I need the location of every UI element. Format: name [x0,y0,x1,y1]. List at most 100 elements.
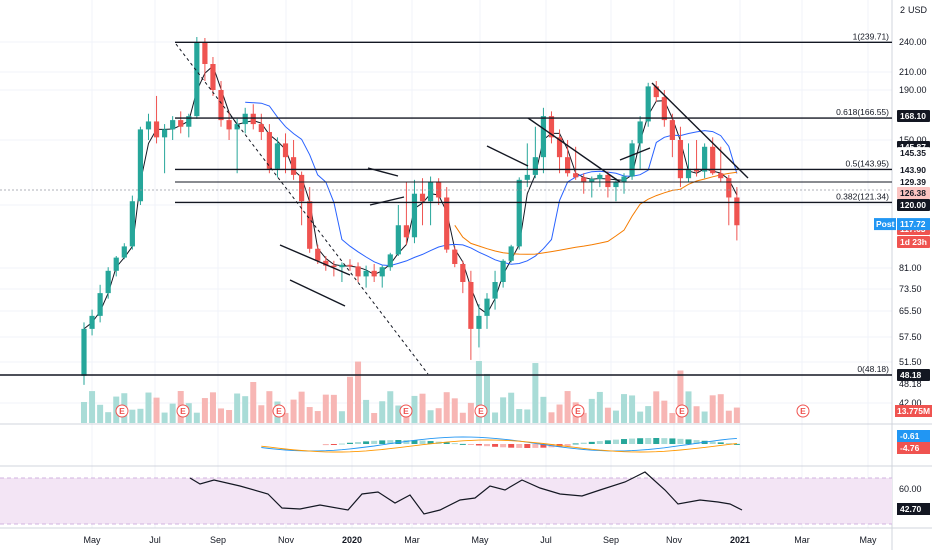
price-label-text: 145.87 [900,142,926,152]
volume-label-text: 13.775M [897,406,930,416]
volume-bar [89,391,96,423]
candle [162,129,168,138]
volume-bar [532,363,539,423]
candle [242,113,248,125]
macd-histogram-bar [709,441,716,444]
macd-histogram-bar [717,442,724,444]
time-tick: Jul [149,535,161,545]
trendline-7 [619,147,651,161]
price-label-box [897,110,930,122]
volume-bar [733,407,740,423]
earnings-marker[interactable]: E [675,404,689,418]
volume-bar [387,391,394,423]
candle [355,266,361,277]
earnings-label: E [403,406,409,416]
ma-fast-line [83,65,738,330]
macd-histogram-bar [330,444,337,445]
volume-bar [322,394,329,423]
volume-bar [725,410,732,423]
candle [411,193,418,238]
earnings-circle [571,404,585,418]
macd-histogram-bar [467,444,474,445]
volume-bar [427,410,434,423]
price-label-box [897,199,930,211]
candle [613,181,619,188]
time-tick: Nov [278,535,295,545]
earnings-marker[interactable]: E [272,404,286,418]
rsi-label-text: 42.70 [900,504,922,514]
earnings-marker[interactable]: E [796,404,810,418]
price-scale-top: 2 [900,5,905,15]
candle [266,132,272,169]
candle [581,177,587,182]
time-axis[interactable]: May Jul Sep Nov 2020 Mar May Jul Sep Nov 2021 Mar Ma… [83,535,877,545]
macd-histogram-bar [516,444,523,448]
candle [274,143,281,169]
volume-bar [314,411,321,423]
macd-histogram-bar [612,439,619,444]
candle [89,315,95,329]
earnings-marker[interactable]: E [399,404,413,418]
candle [669,120,675,140]
candle [702,146,708,172]
candle [645,86,651,122]
macd-histogram-bar [346,442,353,444]
volume-bar [484,373,490,423]
macd-histogram-bar [411,440,418,444]
earnings-label: E [478,406,484,416]
candle [661,97,667,121]
macd-histogram-bar [459,443,466,445]
fib-label-0: 1(239.71) [853,31,890,41]
rsi-band-fill [0,478,892,524]
candle [186,116,192,127]
macd-histogram-bar [661,438,668,444]
volume-bar [580,412,587,423]
earnings-marker[interactable]: E [115,404,129,418]
macd-histogram-bar [621,439,628,444]
earnings-circle [474,404,488,418]
candle [597,174,603,180]
volume-bar [653,391,660,423]
earnings-circle [399,404,413,418]
volume-bar [411,395,418,423]
volume-bar [709,395,716,423]
candle [573,173,579,178]
volume-bar [234,393,241,423]
volume-bar [717,394,724,423]
trendline-3 [369,196,405,206]
volume-bar [129,409,136,423]
rsi-line [189,471,743,515]
rsi-pane [0,477,892,525]
candle [734,197,740,226]
candle [419,193,426,202]
earnings-marker[interactable]: E [571,404,585,418]
earnings-marker[interactable]: E [474,404,488,418]
price-tick: 51.50 [899,357,922,367]
earnings-marker[interactable]: E [176,404,190,418]
candle [677,140,684,179]
volume-bar [371,412,378,423]
price-label-text: 1d 23h [900,237,927,247]
volume-bar [209,392,216,423]
macd-histogram-bar [685,439,692,444]
volume-bar [693,406,700,423]
candle [403,225,409,238]
price-label-text: 168.10 [900,111,926,121]
macd-histogram-bar [677,438,684,444]
price-label-text: 129.39 [900,177,926,187]
earnings-label: E [276,406,282,416]
volume-bar [467,402,474,423]
earnings-circle [675,404,689,418]
drawing-tools[interactable]: 1(239.71) 0.618(166.55) 0.5(143.95) 0.382(1… [0,31,892,376]
trendline-4 [486,145,529,167]
candle [565,157,571,174]
candle [444,197,450,250]
candle [250,113,256,125]
volume-bar [97,404,104,423]
candle [387,254,393,268]
